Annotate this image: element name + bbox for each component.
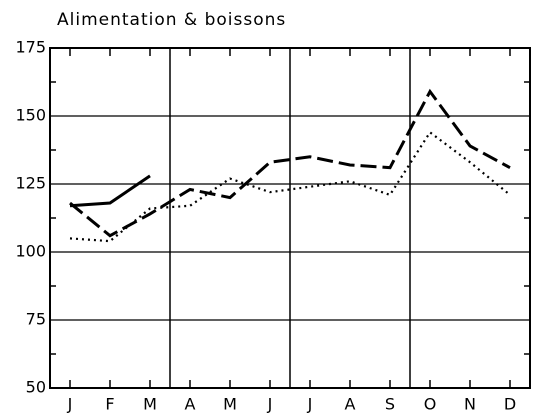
x-tick-label: J (307, 395, 313, 414)
y-tick-label: 75 (26, 310, 46, 329)
x-tick-label: A (345, 395, 356, 414)
y-tick-label: 100 (15, 242, 46, 261)
y-tick-label: 125 (15, 174, 46, 193)
x-tick-label: M (223, 395, 237, 414)
x-tick-label: O (424, 395, 437, 414)
y-tick-label: 50 (26, 378, 46, 397)
y-tick-label: 175 (15, 38, 46, 57)
x-tick-label: D (504, 395, 516, 414)
chart-title: Alimentation & boissons (57, 10, 286, 30)
y-tick-label: 150 (15, 106, 46, 125)
series-line (69, 130, 511, 243)
series-line (69, 88, 511, 238)
x-tick-label: M (143, 395, 157, 414)
x-tick-label: J (67, 395, 73, 414)
x-tick-label: F (105, 395, 114, 414)
x-tick-label: J (267, 395, 273, 414)
series-line (69, 174, 151, 208)
x-tick-label: A (185, 395, 196, 414)
x-tick-label: S (385, 395, 395, 414)
plot-frame (49, 47, 531, 389)
x-tick-label: N (464, 395, 476, 414)
